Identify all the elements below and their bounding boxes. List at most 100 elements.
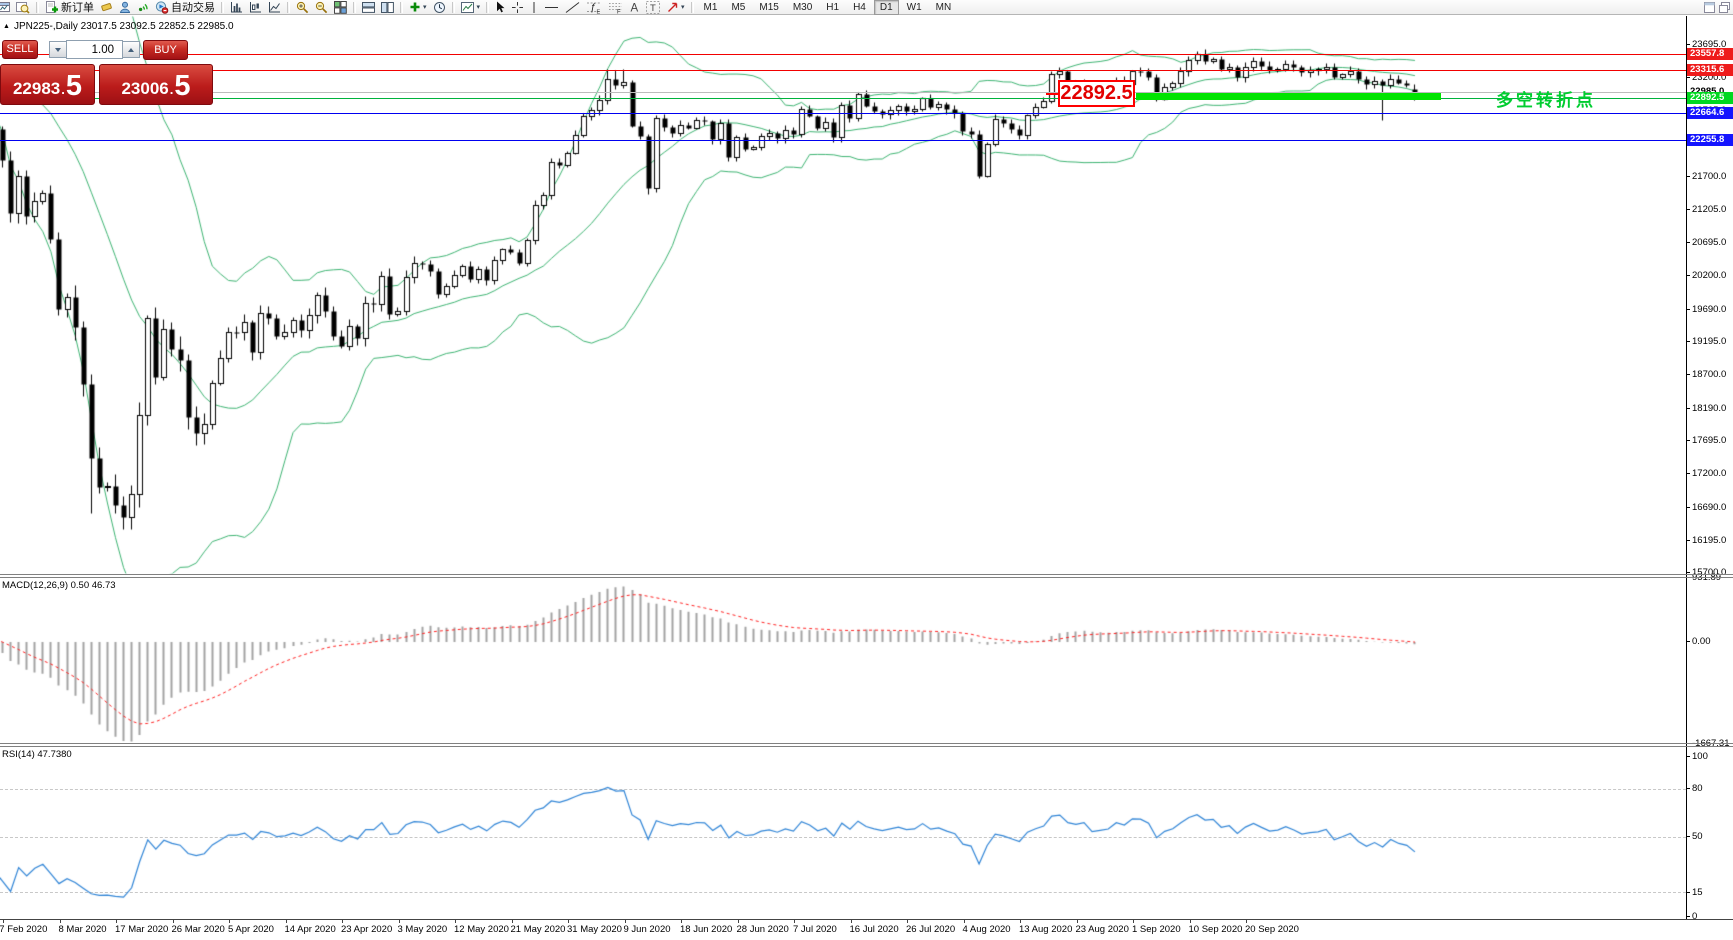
volume-increase-button[interactable] (122, 41, 140, 58)
new-order-button[interactable]: 新订单 (42, 0, 97, 14)
timeframe-button-H1[interactable]: H1 (826, 1, 840, 13)
signal-button[interactable] (134, 0, 152, 14)
tick-label: 21205.0 (1692, 203, 1727, 215)
timeframe-button-M5[interactable]: M5 (731, 1, 746, 13)
time-tick (511, 920, 513, 923)
add-indic-button[interactable]: ▾ (406, 0, 430, 14)
clock-button[interactable] (430, 0, 449, 14)
chevron-down-icon (55, 47, 61, 52)
pane-divider[interactable] (0, 746, 1733, 747)
text-label-button[interactable]: T (643, 0, 663, 14)
chart-window-button[interactable] (0, 0, 13, 14)
support-trendline-object[interactable] (1136, 93, 1441, 100)
chevron-up-icon (128, 47, 134, 52)
timeframe-button-H4[interactable]: H4 (853, 1, 866, 13)
price-tick: 19690.0 (1686, 303, 1726, 315)
tick-mark (1686, 641, 1690, 643)
trendline-button[interactable] (562, 0, 583, 14)
toolbar-right-group (1704, 1, 1733, 13)
grid-settings-button[interactable]: F (605, 0, 626, 14)
toolbar-separator (287, 1, 290, 13)
zoom-in-button[interactable] (293, 0, 312, 14)
tick-label: 16195.0 (1692, 534, 1727, 546)
timeframe-button-M15[interactable]: M15 (759, 1, 779, 13)
pane-divider[interactable] (0, 577, 1733, 578)
sell-price-dot: . (61, 82, 65, 97)
crosshair-button[interactable] (508, 0, 527, 14)
price-tick: 19195.0 (1686, 336, 1726, 348)
time-label: 1 Sep 2020 (1132, 924, 1181, 935)
price-tick: 21205.0 (1686, 203, 1726, 215)
time-label: 3 May 2020 (397, 924, 448, 935)
timeframe-button-M30[interactable]: M30 (792, 1, 813, 13)
sell-price-display[interactable]: 22983. 5 (0, 64, 95, 105)
volume-input[interactable] (66, 40, 123, 59)
buy-button[interactable]: BUY (143, 40, 188, 60)
time-label: 14 Apr 2020 (284, 924, 336, 935)
preview-button[interactable] (13, 0, 33, 14)
timeframe-button-MN[interactable]: MN (935, 1, 952, 13)
eraser-button[interactable] (97, 0, 116, 14)
tile-windows-button[interactable] (331, 0, 350, 14)
horizontal-level-line[interactable] (0, 70, 1686, 71)
toolbar-separator (36, 1, 39, 13)
pane-divider[interactable] (0, 743, 1733, 744)
windows-list-icon[interactable] (1719, 1, 1730, 13)
horizontal-level-line[interactable] (0, 140, 1686, 141)
timeframe-button-W1[interactable]: W1 (906, 1, 922, 13)
timeframe-button-M1[interactable]: M1 (703, 1, 718, 13)
horizontal-level-line[interactable] (0, 92, 1686, 93)
cursor-button[interactable] (492, 0, 508, 14)
vertical-line-icon (530, 1, 538, 14)
tick-mark (1686, 242, 1690, 244)
chart-symbol-icon: ▲ (3, 23, 10, 30)
price-callout-box[interactable]: 22892.5 (1058, 80, 1135, 107)
signal-icon (137, 1, 149, 13)
sell-price-pips: 5 (65, 70, 83, 102)
trendline-icon (565, 1, 580, 14)
toolbar-separator (353, 1, 356, 13)
candles-chart-button[interactable] (246, 0, 265, 14)
tick-mark (1686, 891, 1690, 893)
horizontal-level-line[interactable] (0, 54, 1686, 55)
maximize-icon[interactable] (1704, 1, 1715, 13)
volume-decrease-button[interactable] (49, 41, 67, 58)
text-button[interactable]: A (626, 0, 643, 14)
zoom-in-icon (296, 1, 309, 14)
zoom-out-icon (315, 1, 328, 14)
templates-icon (460, 1, 475, 14)
auto-trading-button[interactable]: 自动交易 (152, 0, 218, 14)
zoom-out-button[interactable] (312, 0, 331, 14)
tick-label: 17695.0 (1692, 435, 1727, 447)
vertical-line-button[interactable] (527, 0, 541, 14)
arrange-horizontal-button[interactable] (359, 0, 378, 14)
time-label: 10 Sep 2020 (1188, 924, 1243, 935)
horizontal-line-button[interactable] (541, 0, 562, 14)
time-label: 26 Mar 2020 (171, 924, 225, 935)
svg-text:A: A (631, 2, 639, 14)
sell-button[interactable]: SELL (2, 40, 38, 59)
tick-label: 19690.0 (1692, 303, 1727, 315)
price-tick: 20695.0 (1686, 237, 1726, 249)
horizontal-level-line[interactable] (0, 113, 1686, 114)
tick-mark (1686, 756, 1690, 758)
arrow-tools-button[interactable]: ▾ (663, 0, 688, 14)
rsi-tick: 80 (1686, 783, 1703, 795)
pane-divider[interactable] (0, 574, 1733, 575)
turning-point-annotation[interactable]: 多空转折点 (1496, 91, 1596, 110)
buy-price-display[interactable]: 23006. 5 (99, 64, 213, 105)
time-tick (398, 920, 400, 923)
arrange-vertical-icon (381, 1, 394, 14)
profile-button[interactable] (116, 0, 134, 14)
line-chart-button[interactable] (265, 0, 284, 14)
bars-chart-button[interactable] (227, 0, 246, 14)
horizontal-level-line[interactable] (0, 98, 1686, 99)
clock-icon (433, 1, 446, 14)
tick-label: 100 (1692, 751, 1708, 763)
templates-button[interactable]: ▾ (458, 0, 484, 14)
arrange-vertical-button[interactable] (378, 0, 397, 14)
timeframe-button-D1[interactable]: D1 (873, 0, 899, 15)
time-label: 13 Aug 2020 (1019, 924, 1073, 935)
